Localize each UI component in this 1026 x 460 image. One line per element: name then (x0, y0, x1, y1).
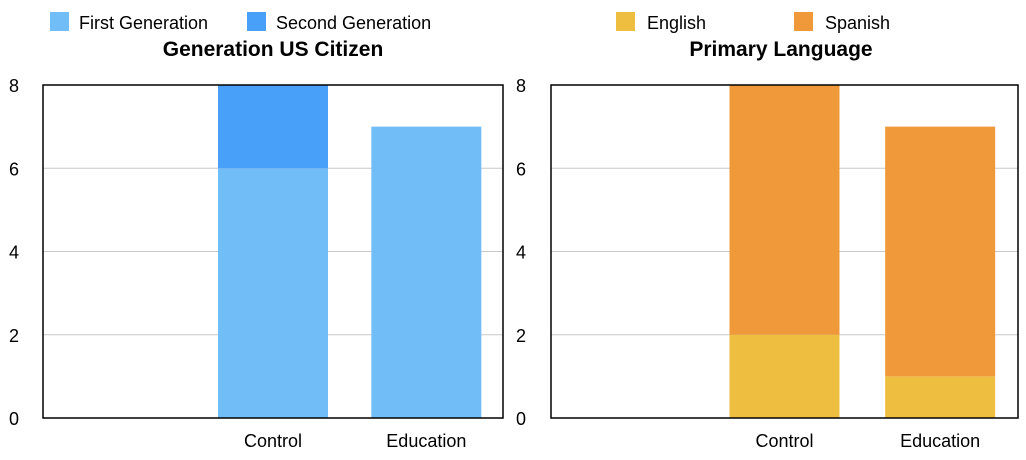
bar-english (729, 334, 840, 418)
y-tick-label: 2 (516, 326, 526, 346)
x-tick-label: Control (755, 431, 813, 451)
plot-frame (550, 84, 1019, 419)
y-tick-label: 2 (9, 326, 19, 346)
chart-title: Primary Language (689, 38, 872, 61)
legend-label: Spanish (825, 13, 890, 33)
legend-label: First Generation (79, 13, 208, 33)
legend-label: English (647, 13, 706, 33)
legend-swatch (247, 12, 266, 31)
plot-frame (42, 84, 504, 419)
bar-spanish (885, 126, 996, 377)
legend-swatch (794, 12, 813, 31)
y-tick-label: 0 (516, 409, 526, 429)
y-tick-label: 6 (516, 159, 526, 179)
legend-swatch (50, 12, 69, 31)
bar-spanish (729, 85, 840, 335)
bar-first-generation (218, 168, 328, 418)
bar-first-generation (371, 126, 482, 418)
bar-second-generation (218, 85, 328, 169)
x-tick-label: Education (386, 431, 466, 451)
legend-label: Second Generation (276, 13, 431, 33)
y-tick-label: 4 (516, 243, 526, 263)
legend-swatch (616, 12, 635, 31)
y-tick-label: 4 (9, 243, 19, 263)
x-tick-label: Education (900, 431, 980, 451)
x-tick-label: Control (244, 431, 302, 451)
chart-1: Control Education 0 2 4 6 8 Generation US Citiz… (9, 12, 504, 451)
bar-english (885, 376, 996, 418)
y-tick-label: 8 (516, 76, 526, 96)
y-tick-label: 8 (9, 76, 19, 96)
y-tick-label: 0 (9, 409, 19, 429)
chart-title: Generation US Citizen (163, 38, 384, 61)
chart-2: Control Education 0 2 4 6 8 Primary Language Eng… (516, 12, 1019, 451)
y-tick-label: 6 (9, 159, 19, 179)
